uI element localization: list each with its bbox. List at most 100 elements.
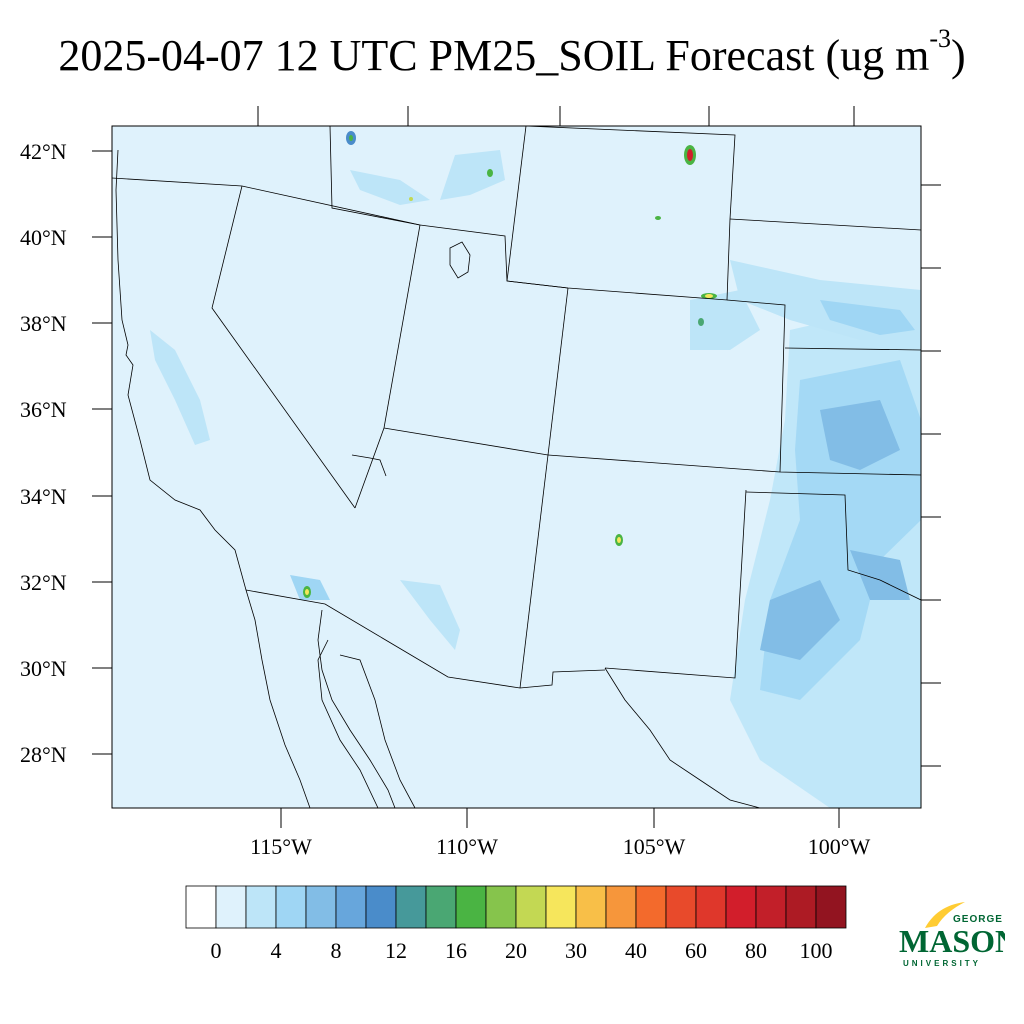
colorbar-box (635, 885, 667, 929)
plains-mid-band-2 (820, 400, 900, 470)
gulf-california-west (317, 639, 379, 808)
ut-az-border (383, 427, 549, 456)
logo-swoosh (925, 902, 965, 928)
co-ks-border (726, 299, 786, 473)
ca-nv-border (211, 185, 356, 509)
wy-border-north (506, 126, 527, 282)
wyoming-patch (440, 150, 505, 200)
wy-co-border (506, 218, 731, 301)
title-main: 2025-04-07 12 UTC PM25_SOIL Forecast (ug… (58, 31, 930, 80)
imperial-patch (290, 575, 330, 600)
lat-label-32: 32°N (20, 570, 67, 595)
hotspot-1-core (687, 149, 693, 161)
kansas-band-2 (820, 300, 915, 335)
id-nv-border (241, 185, 421, 226)
colorbar-box (695, 885, 727, 929)
colorbar-box (785, 885, 817, 929)
az-mex-border (245, 589, 606, 689)
state-boundaries (112, 126, 921, 808)
left-ticks (92, 150, 112, 755)
title-close: ) (951, 31, 966, 80)
co-nm-border (547, 454, 921, 476)
colorbar-box (425, 885, 457, 929)
co-ut-border (547, 287, 569, 456)
nm-tx-border (604, 489, 747, 679)
colorbar-box (725, 885, 757, 929)
wyoming-patch-2 (350, 170, 430, 205)
colorbar-box (215, 885, 247, 929)
colorbar-box (245, 885, 277, 929)
hotspot-4-core (617, 537, 621, 543)
map-title: 2025-04-07 12 UTC PM25_SOIL Forecast (ug… (0, 24, 1024, 81)
id-wy-border (329, 126, 421, 226)
ok-tx-border (745, 491, 921, 601)
colorbar-label: 4 (271, 938, 282, 963)
colorbar-box (545, 885, 577, 929)
coastline-baja (245, 589, 311, 808)
right-ticks (921, 184, 941, 767)
colorbar-box (815, 885, 847, 929)
colorbar-box (575, 885, 607, 929)
california-valley (150, 330, 210, 445)
title-superscript: -3 (929, 24, 951, 53)
colorbar-boxes (185, 885, 847, 929)
lon-label-115: 115°W (250, 834, 312, 859)
colorbar-label: 8 (331, 938, 342, 963)
logo-mason: MASON (899, 923, 1005, 959)
colorbar-label: 30 (565, 938, 587, 963)
colorbar-label: 60 (685, 938, 707, 963)
or-ca-nv-border (112, 177, 243, 187)
lon-label-100: 100°W (808, 834, 871, 859)
logo-george: GEORGE (953, 914, 1003, 925)
lat-label-42: 42°N (20, 139, 67, 164)
lat-label-38: 38°N (20, 311, 67, 336)
colorbar-box (275, 885, 307, 929)
ks-ok-border (784, 347, 921, 351)
colorbar-box (605, 885, 637, 929)
colorbar-label: 80 (745, 938, 767, 963)
colorbar-label: 16 (445, 938, 467, 963)
hotspot-9 (698, 318, 704, 326)
pm25-concentration-field (150, 131, 921, 808)
colorbar-label: 20 (505, 938, 527, 963)
lake-mead (351, 454, 387, 477)
colorbar-box (485, 885, 517, 929)
lat-label-36: 36°N (20, 397, 67, 422)
plains-mid-band-3 (760, 580, 840, 660)
colorado-band (690, 290, 760, 350)
great-salt-lake (449, 241, 471, 279)
colorbar-label: 40 (625, 938, 647, 963)
mexico-coast (339, 654, 416, 808)
lon-label-105: 105°W (623, 834, 686, 859)
hotspot-3-core (305, 589, 309, 595)
lat-label-30: 30°N (20, 656, 67, 681)
colorbar-labels: 0 4 8 12 16 20 30 40 60 80 100 (211, 938, 833, 963)
colorbar-box (395, 885, 427, 929)
lon-label-110: 110°W (436, 834, 498, 859)
nm-az-border (519, 454, 549, 689)
sd-ne-border (525, 126, 736, 220)
colorbar-box (515, 885, 547, 929)
colorbar-box (305, 885, 337, 929)
hotspot-6 (487, 169, 493, 177)
bottom-ticks (280, 808, 840, 828)
ne-border (729, 218, 921, 231)
colorbar-label: 100 (800, 938, 833, 963)
colorbar-box (335, 885, 367, 929)
lat-label-34: 34°N (20, 484, 67, 509)
top-ticks (257, 106, 855, 126)
hotspot-7 (655, 216, 661, 220)
tx-rio-grande (604, 667, 761, 808)
colorbar-box (455, 885, 487, 929)
hotspot-2-core (705, 294, 713, 298)
colorbar-label: 12 (385, 938, 407, 963)
hotspot-8 (409, 197, 413, 201)
hotspot-5-core (349, 135, 353, 141)
colorbar-box (665, 885, 697, 929)
lat-label-40: 40°N (20, 225, 67, 250)
colorbar-box (755, 885, 787, 929)
gulf-california (317, 609, 396, 808)
coastline-california (115, 149, 247, 591)
